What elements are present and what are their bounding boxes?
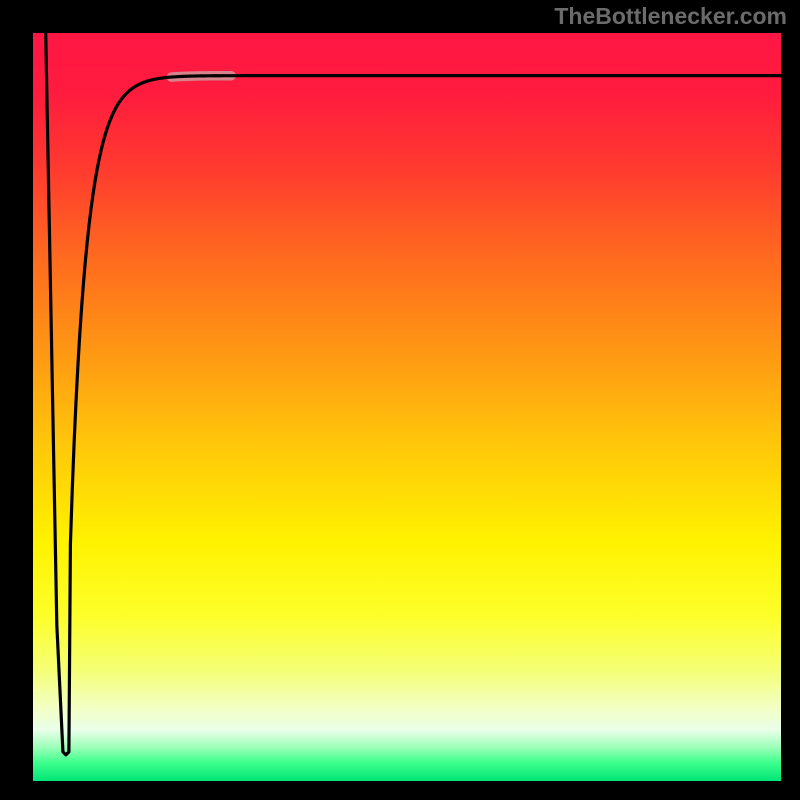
plot-svg (33, 33, 781, 781)
watermark-text: TheBottlenecker.com (554, 3, 787, 30)
gradient-background (33, 33, 781, 781)
plot-area (33, 33, 781, 781)
